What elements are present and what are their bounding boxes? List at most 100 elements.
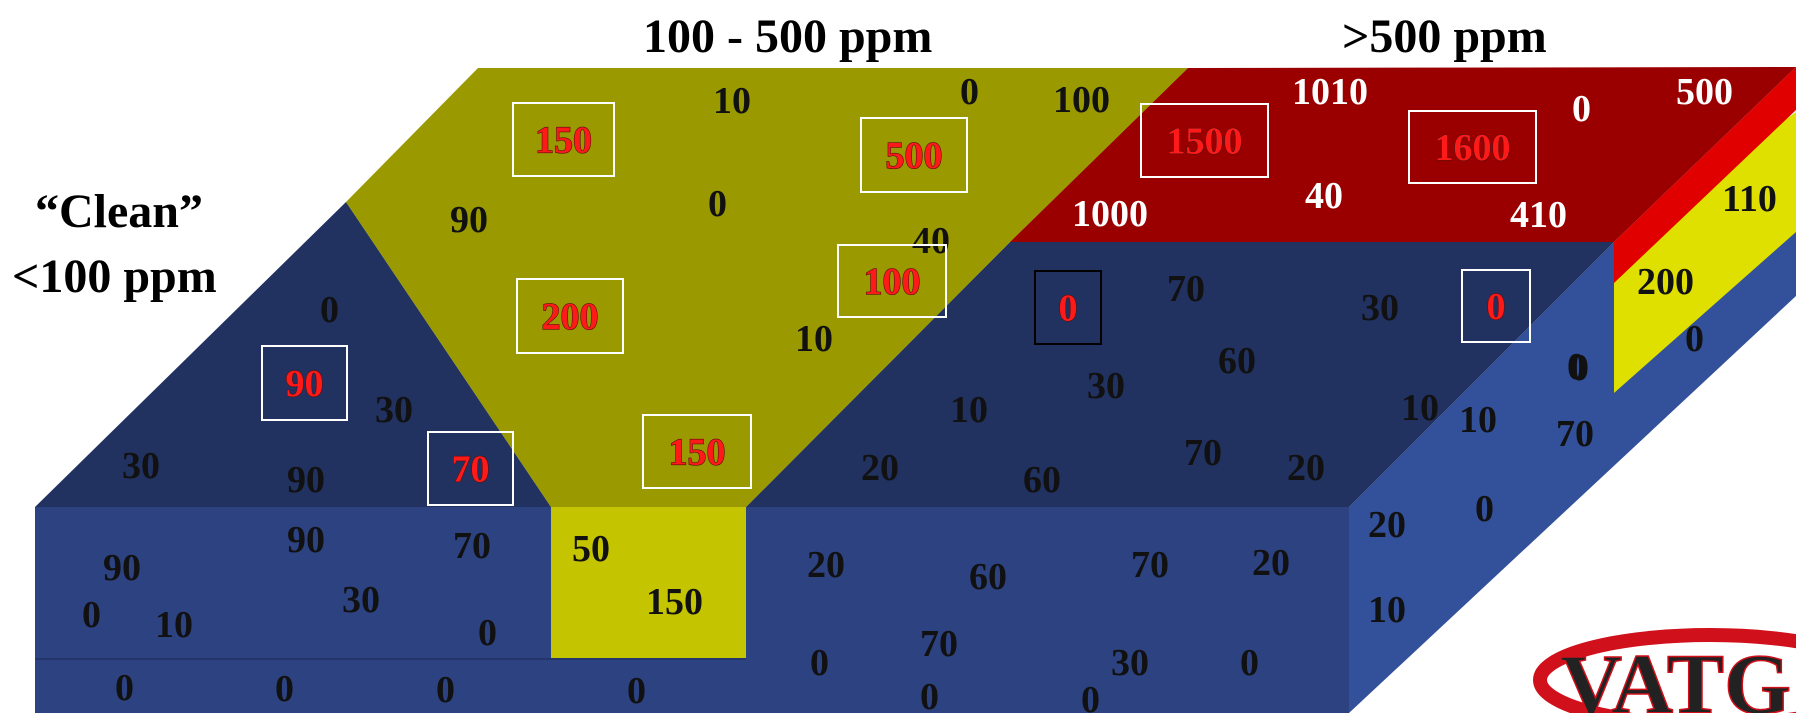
- value-label: 0: [115, 667, 134, 709]
- value-label: 20: [807, 544, 845, 586]
- value-label: 100: [1053, 79, 1110, 121]
- value-box: [427, 431, 514, 506]
- value-label: 0: [1475, 488, 1494, 530]
- value-label: 30: [1087, 365, 1125, 407]
- value-label: 10: [950, 389, 988, 431]
- top-face-high-zone: [1010, 67, 1796, 242]
- value-box: [1034, 270, 1102, 345]
- value-label: 30: [375, 389, 413, 431]
- value-label: 30: [342, 579, 380, 621]
- right-side-face-yellow: [1614, 112, 1796, 393]
- front-face-olive: [551, 507, 746, 659]
- value-label: 0: [708, 183, 727, 225]
- heading-high-range: >500 ppm: [1342, 10, 1547, 63]
- value-label: 10: [1401, 387, 1439, 429]
- value-label: 90: [450, 199, 488, 241]
- value-label: 500: [1676, 71, 1733, 113]
- value-label-highlighted: 500: [886, 135, 943, 177]
- value-label-highlighted: 150: [535, 120, 592, 162]
- value-box: [516, 278, 624, 354]
- value-label-highlighted: 100: [864, 261, 921, 303]
- value-label: 20: [861, 447, 899, 489]
- value-label: 0: [1081, 679, 1100, 713]
- value-label-highlighted: 200: [542, 296, 599, 338]
- value-label-highlighted: 0: [1487, 286, 1506, 328]
- heading-mid-range: 100 - 500 ppm: [643, 10, 932, 63]
- value-label: 70: [1167, 268, 1205, 310]
- value-label: 70: [1131, 544, 1169, 586]
- value-label: 0: [627, 670, 646, 712]
- value-label: 70: [1556, 413, 1594, 455]
- value-label: 410: [1510, 194, 1567, 236]
- right-side-face-blue: [1349, 232, 1796, 713]
- value-label: 60: [1218, 340, 1256, 382]
- value-label: 70: [920, 623, 958, 665]
- value-label: 150: [646, 581, 703, 623]
- value-label: 1010: [1292, 71, 1368, 113]
- value-label-highlighted: 1500: [1167, 121, 1243, 163]
- value-label-highlighted: 90: [286, 363, 324, 405]
- value-box: [860, 117, 968, 193]
- value-label: 10: [1368, 589, 1406, 631]
- value-label: 10: [1459, 399, 1497, 441]
- value-label: 0: [1240, 642, 1259, 684]
- value-label-highlighted: 150: [669, 432, 726, 474]
- value-label: 30: [122, 445, 160, 487]
- value-label: 0: [1572, 88, 1591, 130]
- heading-clean-quote: “Clean”: [35, 185, 203, 238]
- value-label: 0: [920, 676, 939, 713]
- value-label: 0: [82, 594, 101, 636]
- value-label: 110: [1722, 178, 1777, 220]
- right-side-face-red: [1614, 67, 1796, 283]
- value-box: [837, 244, 947, 318]
- value-box: [261, 345, 348, 421]
- value-label: 60: [969, 556, 1007, 598]
- value-label: 20: [1368, 504, 1406, 546]
- value-label: 0: [478, 612, 497, 654]
- value-label: 0: [1567, 346, 1586, 388]
- value-label: 40: [912, 220, 950, 262]
- value-label: 200: [1637, 261, 1694, 303]
- value-label-highlighted: 0: [1059, 288, 1078, 330]
- value-label: 90: [287, 459, 325, 501]
- front-face-left: [35, 507, 551, 713]
- value-label: 20: [1252, 542, 1290, 584]
- value-label: 10: [795, 318, 833, 360]
- value-label: 1000: [1072, 193, 1148, 235]
- value-label: 70: [1184, 432, 1222, 474]
- front-face-right: [746, 507, 1349, 713]
- logo-text: VATG: [1560, 636, 1791, 713]
- value-box: [1140, 103, 1269, 178]
- value-label: 10: [155, 604, 193, 646]
- top-face-clean-left: [35, 202, 551, 507]
- top-face-clean-right: [746, 242, 1614, 507]
- top-face-mid-zone: [346, 68, 1188, 507]
- value-label: 30: [1361, 287, 1399, 329]
- value-label: 0: [320, 289, 339, 331]
- value-label: 0: [436, 669, 455, 711]
- value-label: 0: [1570, 347, 1589, 389]
- value-label: 20: [1287, 447, 1325, 489]
- value-label: 40: [1305, 175, 1343, 217]
- value-label-highlighted: 70: [452, 449, 490, 491]
- value-box: [642, 414, 752, 489]
- heading-clean-range: <100 ppm: [12, 250, 217, 303]
- value-box: [1461, 269, 1531, 343]
- value-label: 0: [1685, 318, 1704, 360]
- value-label: 60: [1023, 459, 1061, 501]
- value-label-highlighted: 1600: [1435, 127, 1511, 169]
- value-label: 90: [287, 519, 325, 561]
- value-label: 90: [103, 547, 141, 589]
- value-box: [1408, 110, 1537, 184]
- front-face-bottom-strip: [551, 659, 746, 713]
- value-label: 0: [275, 668, 294, 710]
- value-label: 70: [453, 525, 491, 567]
- value-box: [512, 102, 615, 177]
- logo-swoosh: [1533, 628, 1796, 713]
- value-label: 50: [572, 528, 610, 570]
- value-label: 0: [810, 642, 829, 684]
- value-label: 10: [713, 80, 751, 122]
- value-label: 0: [960, 71, 979, 113]
